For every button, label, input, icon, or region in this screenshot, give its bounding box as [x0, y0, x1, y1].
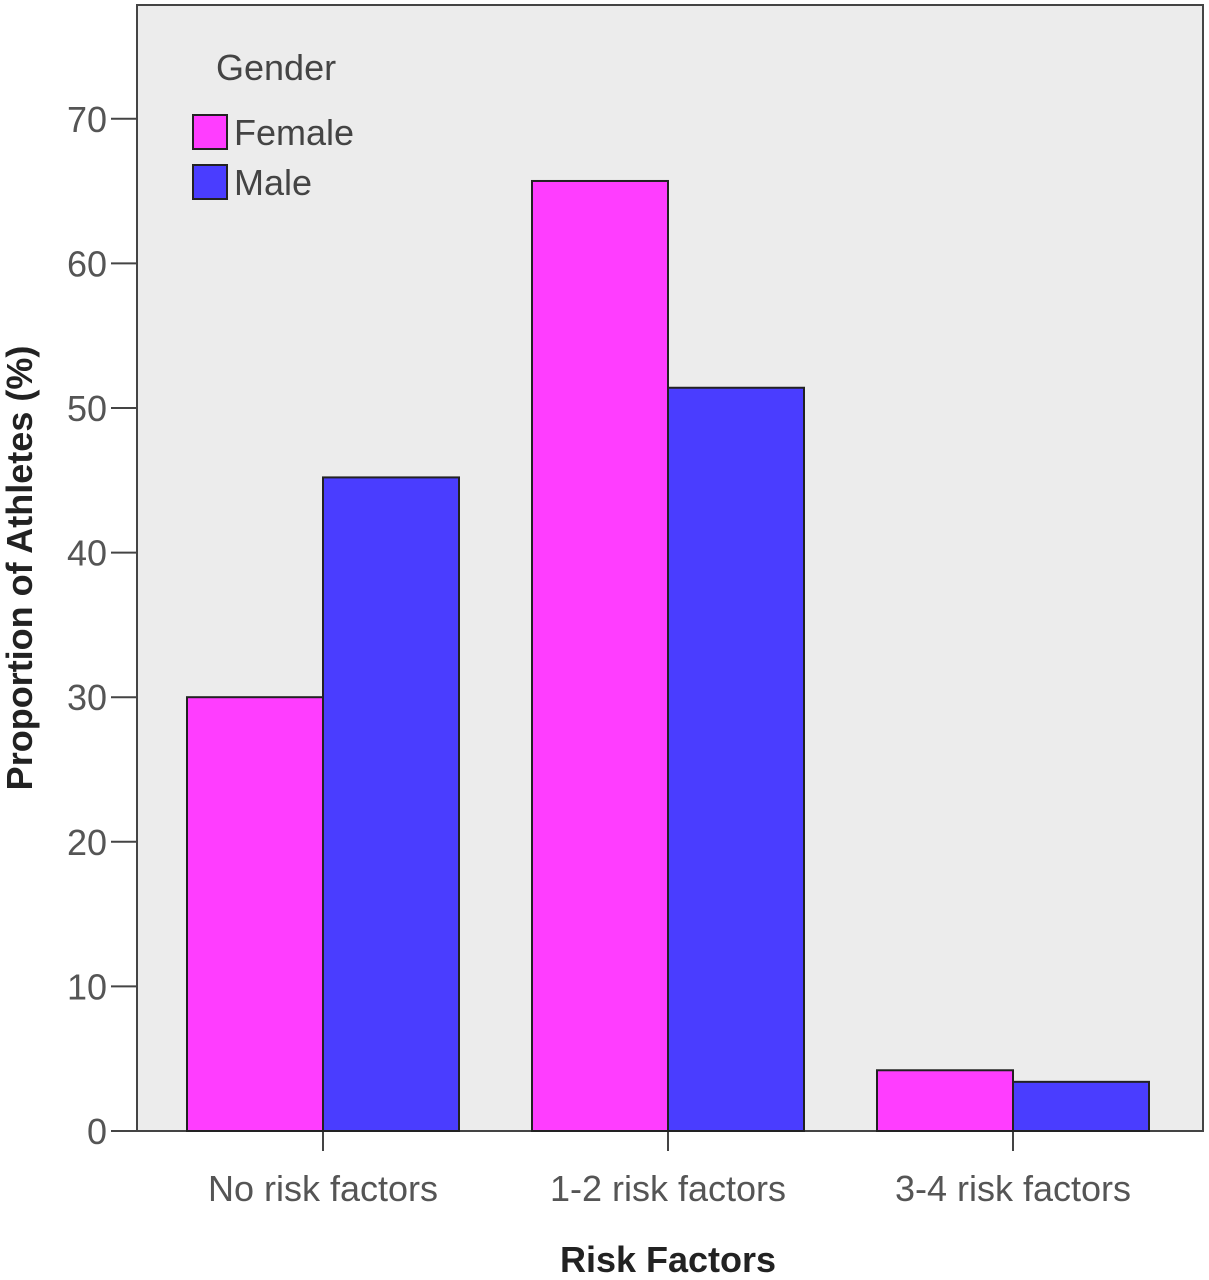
y-tick-label: 10: [67, 966, 107, 1007]
legend-label: Female: [234, 112, 354, 153]
x-tick-label: 1-2 risk factors: [550, 1168, 786, 1209]
x-axis-title: Risk Factors: [560, 1239, 776, 1280]
bar-male: [667, 386, 805, 1133]
bars: [186, 179, 1150, 1133]
legend-swatch: [192, 164, 228, 200]
bar-male: [1012, 1080, 1150, 1133]
y-tick-label: 20: [67, 822, 107, 863]
x-axis: No risk factors 1-2 risk factors 3-4 risk …: [208, 1131, 1131, 1209]
y-tick-label: 40: [67, 533, 107, 574]
bar-female: [186, 696, 324, 1132]
bar-female: [876, 1069, 1014, 1132]
legend-title: Gender: [216, 47, 336, 88]
x-tick-label: 3-4 risk factors: [895, 1168, 1131, 1209]
y-tick-label: 0: [87, 1111, 107, 1152]
x-tick-label: No risk factors: [208, 1168, 438, 1209]
y-tick-label: 60: [67, 243, 107, 284]
legend: Gender Female Male: [192, 47, 354, 203]
bar-male: [322, 476, 460, 1132]
bar-female: [531, 179, 669, 1132]
legend-label: Male: [234, 162, 312, 203]
y-tick-label: 70: [67, 99, 107, 140]
legend-swatch: [192, 114, 228, 150]
y-tick-label: 30: [67, 677, 107, 718]
y-axis-title: Proportion of Athletes (%): [0, 346, 40, 791]
y-tick-label: 50: [67, 388, 107, 429]
y-axis: 0 10 20 30 40 50 60 70: [67, 99, 137, 1152]
